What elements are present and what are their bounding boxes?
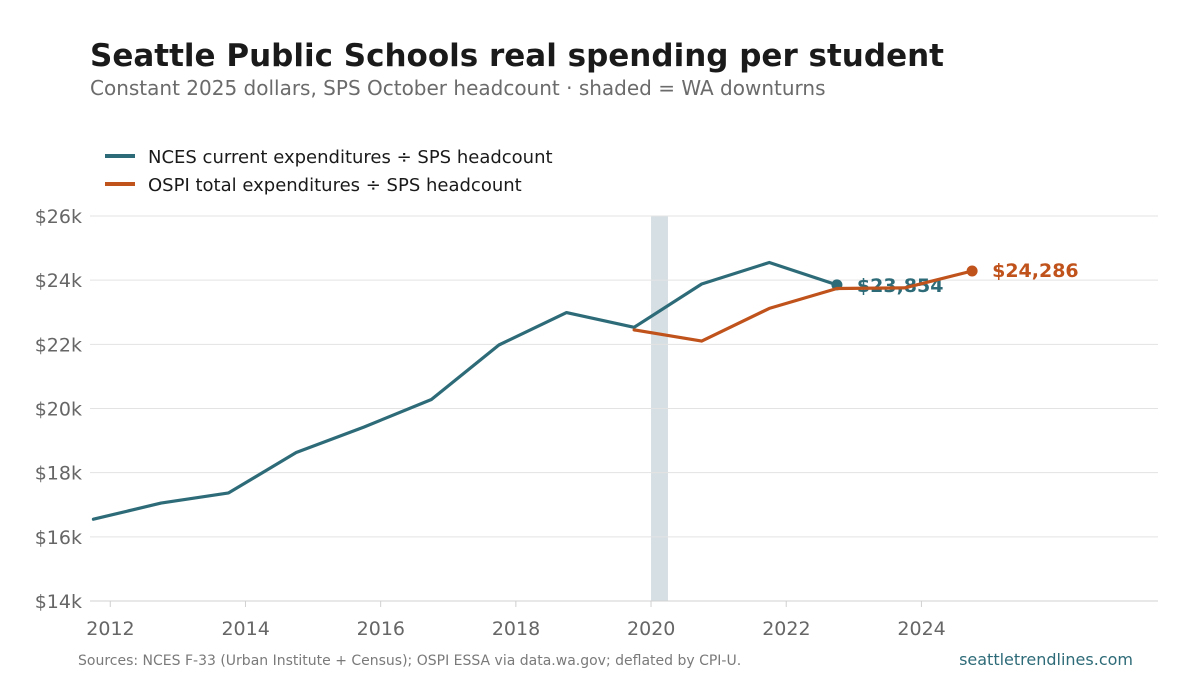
x-tick-label-5: 2022: [762, 618, 810, 640]
x-tick-label-3: 2018: [492, 618, 540, 640]
y-tick-label-4: $22k: [35, 334, 82, 356]
x-tick-label-1: 2014: [221, 618, 269, 640]
y-tick-label-0: $14k: [35, 591, 82, 613]
y-tick-label-3: $20k: [35, 399, 82, 421]
legend-label-ospi: OSPI total expenditures ÷ SPS headcount: [148, 175, 522, 196]
chart-subtitle: Constant 2025 dollars, SPS October headc…: [90, 76, 826, 100]
series-line-0: [91, 260, 839, 521]
y-tick-label-5: $24k: [35, 270, 82, 292]
x-tick-label-0: 2012: [86, 618, 134, 640]
x-tick-label-2: 2016: [357, 618, 405, 640]
source-note: Sources: NCES F-33 (Urban Institute + Ce…: [78, 653, 741, 669]
y-tick-label-2: $18k: [35, 463, 82, 485]
chart-title: Seattle Public Schools real spending per…: [90, 38, 944, 74]
brand-link[interactable]: seattletrendlines.com: [959, 650, 1133, 669]
series-end-point-1: [966, 265, 978, 277]
y-tick-label-6: $26k: [35, 206, 82, 228]
series-end-label-1: $24,286: [992, 260, 1079, 282]
x-tick-label-6: 2024: [897, 618, 945, 640]
x-tick-label-4: 2020: [627, 618, 675, 640]
plot-area: $14k $16k $18k $20k $22k $24k $26k 2012 2014 2016…: [35, 206, 1158, 640]
y-tick-label-1: $16k: [35, 527, 82, 549]
legend-label-nces: NCES current expenditures ÷ SPS headcoun…: [148, 147, 553, 168]
legend: NCES current expenditures ÷ SPS headcoun…: [105, 147, 553, 196]
series-end-label-0: $23,854: [857, 275, 944, 297]
series-line-1: [632, 269, 974, 343]
